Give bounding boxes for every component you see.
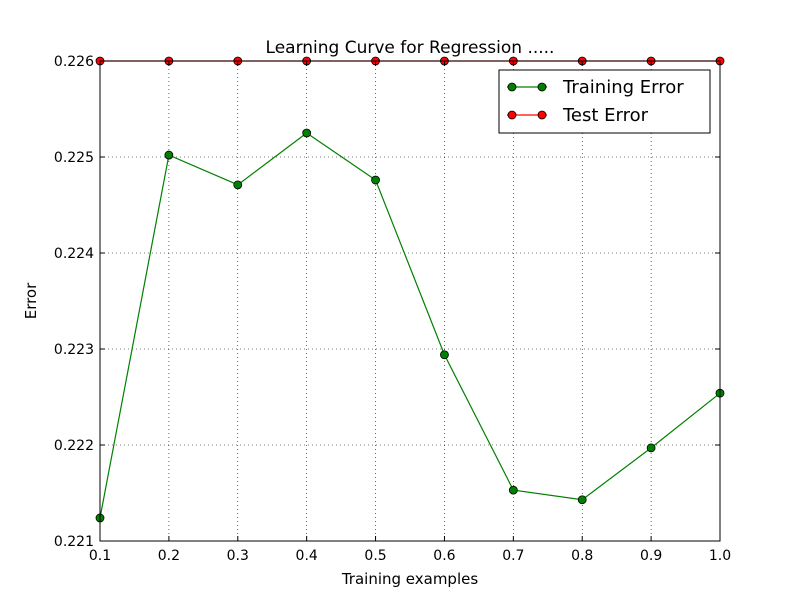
x-tick-label: 0.7 [502,548,524,564]
y-tick-label: 0.223 [54,342,94,358]
y-tick-label: 0.225 [54,150,94,166]
x-tick-label: 0.5 [364,548,386,564]
legend-box [498,69,711,134]
legend-marker-test-error [507,110,517,120]
x-tick-label: 0.9 [640,548,662,564]
x-tick-label: 0.2 [158,548,180,564]
axis-ticks [99,60,721,542]
legend-marker-training-error [537,82,547,92]
x-tick-label: 0.3 [227,548,249,564]
x-axis-label: Training examples [341,570,479,588]
legend-label-training-error: Training Error [562,77,684,98]
data-point-training-error [371,175,380,185]
data-point-training-error [164,150,174,160]
data-point-training-error [440,350,449,360]
series-line-training-error [99,132,721,519]
x-tick-label: 0.6 [433,548,455,564]
y-tick-label: 0.221 [54,534,94,550]
data-point-training-error [508,485,518,495]
y-tick-label: 0.222 [54,438,94,454]
grid-lines [100,61,720,541]
chart-title: Learning Curve for Regression ..... [266,38,555,58]
tick-labels: 0.1 0.2 0.3 0.4 0.5 0.6 0.7 0.8 0.9 1.0 0.221 0.222… [54,54,731,564]
data-point-training-error [233,180,243,190]
x-tick-label: 0.4 [296,548,318,564]
x-tick-label: 0.1 [89,548,111,564]
legend: Training Error Test Error [498,69,711,134]
legend-marker-training-error [507,82,517,92]
data-point-training-error [577,495,587,505]
x-tick-label: 0.8 [571,548,593,564]
data-point-training-error [302,128,312,138]
y-tick-label: 0.224 [54,246,94,262]
x-tick-label: 1.0 [709,548,731,564]
y-axis-label: Error [22,282,40,319]
plot-frame [99,60,721,542]
y-tick-label: 0.226 [54,54,94,70]
data-point-training-error [646,443,656,453]
legend-label-test-error: Test Error [562,105,649,126]
legend-marker-test-error [537,110,547,120]
